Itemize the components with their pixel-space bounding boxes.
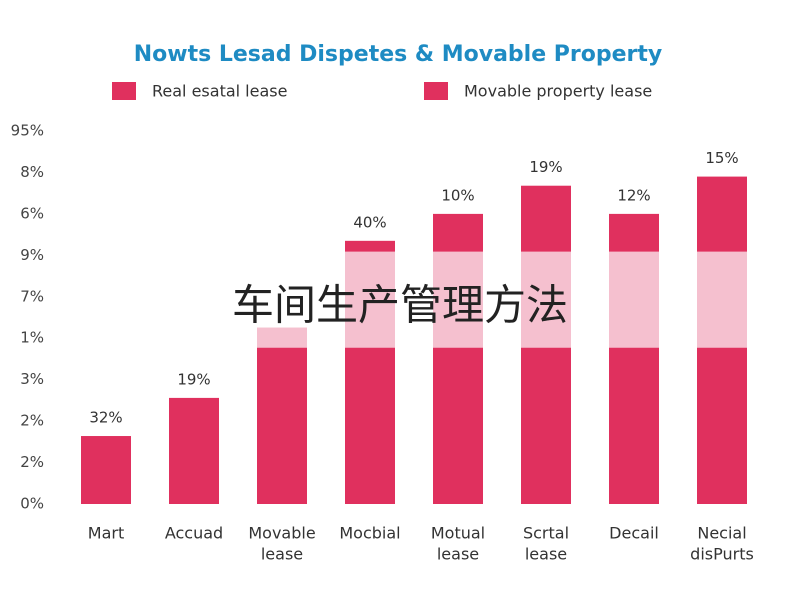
value-label: 40% xyxy=(353,213,386,231)
bar-highlight xyxy=(345,251,395,348)
legend-label: Movable property lease xyxy=(464,82,652,101)
x-tick-label: Necial xyxy=(697,524,746,543)
bar-highlight xyxy=(521,251,571,348)
x-tick-label: Motual xyxy=(431,524,485,543)
bar xyxy=(257,327,307,504)
x-tick-label: disPurts xyxy=(690,545,754,564)
x-tick-label: lease xyxy=(261,545,303,564)
x-tick-label: lease xyxy=(525,545,567,564)
y-tick-label: 8% xyxy=(20,163,44,181)
x-tick-label: Accuad xyxy=(165,524,223,543)
y-tick-label: 0% xyxy=(20,495,44,513)
x-tick-label: Movable xyxy=(248,524,315,543)
y-tick-label: 2% xyxy=(20,412,44,430)
value-label: 19% xyxy=(177,370,210,388)
bar-highlight xyxy=(609,251,659,348)
y-tick-label: 9% xyxy=(20,246,44,264)
y-tick-label: 7% xyxy=(20,287,44,305)
value-label: 10% xyxy=(441,186,474,204)
bar xyxy=(81,436,131,504)
y-tick-label: 95% xyxy=(11,122,44,140)
x-tick-label: Scrtal xyxy=(523,524,569,543)
x-tick-label: Mocbial xyxy=(339,524,400,543)
y-tick-label: 1% xyxy=(20,329,44,347)
x-tick-label: Mart xyxy=(88,524,124,543)
chart-title: Nowts Lesad Dispetes & Movable Property xyxy=(134,42,663,67)
bar xyxy=(169,397,219,504)
y-tick-label: 2% xyxy=(20,453,44,471)
value-label: 12% xyxy=(617,186,650,204)
value-label: 19% xyxy=(529,158,562,176)
value-label: 32% xyxy=(89,409,122,427)
bar-highlight xyxy=(257,327,307,348)
y-tick-label: 3% xyxy=(20,370,44,388)
value-label: 15% xyxy=(705,149,738,167)
x-tick-label: lease xyxy=(437,545,479,564)
annotation: 车间生产管理方法 xyxy=(232,281,568,330)
bar-highlight xyxy=(433,251,483,348)
bar-highlight xyxy=(697,251,747,348)
x-tick-label: Decail xyxy=(609,524,659,543)
y-tick-label: 6% xyxy=(20,204,44,222)
legend-label: Real esatal lease xyxy=(152,82,287,101)
legend-swatch xyxy=(112,82,136,100)
legend-swatch xyxy=(424,82,448,100)
